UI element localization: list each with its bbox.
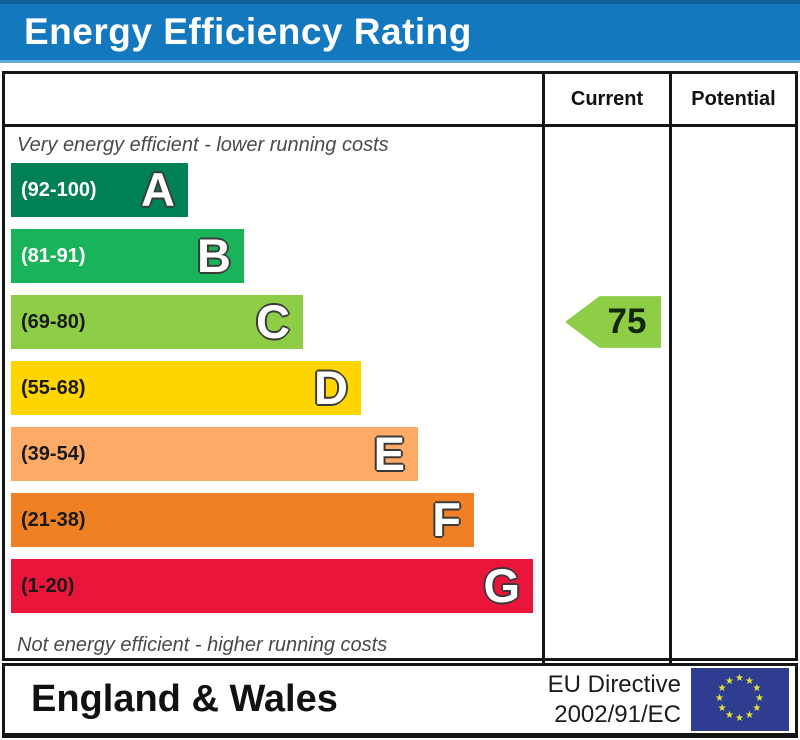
band-bar-g: (1-20) G [11, 559, 533, 613]
eu-flag-star: ★ [725, 710, 734, 722]
eu-flag-star: ★ [752, 703, 762, 714]
eu-flag-star: ★ [717, 683, 727, 694]
eu-flag-star: ★ [725, 675, 734, 687]
rating-bands-column: Very energy efficient - lower running co… [5, 127, 542, 665]
eu-flag-star: ★ [745, 675, 754, 687]
potential-column-header: Potential [669, 74, 795, 127]
band-row-d: (55-68) D [11, 361, 542, 415]
band-letter-a: A [141, 163, 175, 216]
region-label: England & Wales [31, 678, 338, 720]
current-rating-value: 75 [607, 302, 647, 341]
bottom-note: Not energy efficient - higher running co… [17, 634, 388, 656]
band-letter-e: E [373, 427, 405, 480]
eu-flag-star: ★ [752, 683, 762, 694]
eu-flag-star: ★ [755, 693, 764, 704]
eu-flag-star: ★ [745, 710, 754, 722]
eu-flag-star: ★ [735, 673, 744, 684]
band-letter-f: F [432, 493, 461, 546]
band-range-b: (81-91) [21, 244, 86, 267]
band-bar-c: (69-80) C [11, 295, 303, 349]
current-column-header: Current [542, 74, 669, 127]
band-letter-g: G [483, 559, 520, 612]
band-letter-d: D [314, 361, 348, 414]
footer-bar: England & Wales EU Directive 2002/91/EC … [2, 663, 798, 738]
band-range-d: (55-68) [21, 376, 86, 399]
current-column: 75 [542, 127, 669, 665]
band-row-g: (1-20) G [11, 559, 542, 613]
band-bar-e: (39-54) E [11, 427, 418, 481]
band-row-a: (92-100) A [11, 163, 542, 217]
band-range-e: (39-54) [21, 442, 86, 465]
page-title: Energy Efficiency Rating [24, 11, 472, 52]
band-range-a: (92-100) [21, 178, 97, 201]
current-header-label: Current [570, 87, 644, 110]
bands-header-cell [5, 74, 542, 127]
band-bar-a: (92-100) A [11, 163, 188, 217]
eu-flag-star: ★ [717, 703, 727, 714]
eu-directive-line1: EU Directive [547, 670, 681, 698]
band-letter-c: C [256, 295, 290, 348]
band-row-f: (21-38) F [11, 493, 542, 547]
eu-directive-label: EU Directive 2002/91/EC [548, 670, 681, 730]
band-range-g: (1-20) [21, 574, 75, 597]
potential-column [669, 127, 795, 665]
band-range-f: (21-38) [21, 508, 86, 531]
eu-flag-star: ★ [715, 693, 724, 704]
eu-flag-icon: ★ ★ ★ ★ ★ ★ ★ ★ ★ ★ ★ ★ [691, 668, 789, 731]
band-range-c: (69-80) [21, 310, 86, 333]
band-bar-f: (21-38) F [11, 493, 474, 547]
band-row-c: (69-80) C [11, 295, 542, 349]
potential-header-label: Potential [691, 87, 776, 110]
current-rating-arrow: 75 [565, 296, 661, 348]
band-row-e: (39-54) E [11, 427, 542, 481]
top-note: Very energy efficient - lower running co… [17, 134, 389, 156]
title-bar: Energy Efficiency Rating [0, 0, 800, 63]
energy-rating-chart: Current Potential Very energy efficient … [2, 71, 798, 665]
band-row-b: (81-91) B [11, 229, 542, 283]
band-bar-b: (81-91) B [11, 229, 244, 283]
eu-directive-line2: 2002/91/EC [554, 700, 681, 728]
band-letter-b: B [197, 229, 231, 282]
eu-flag-star: ★ [735, 713, 744, 724]
band-bar-d: (55-68) D [11, 361, 361, 415]
